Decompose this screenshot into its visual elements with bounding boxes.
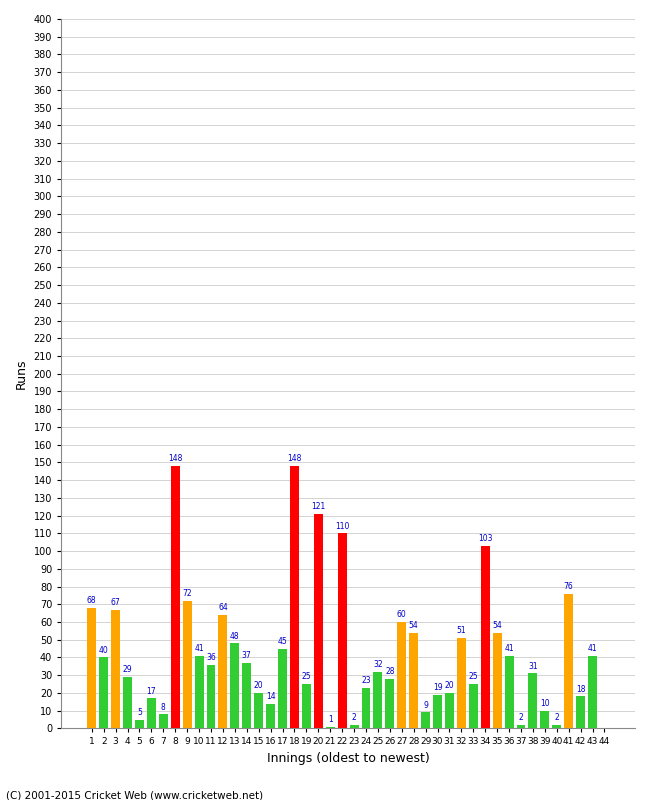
Text: 54: 54 <box>409 621 419 630</box>
Text: 41: 41 <box>504 644 514 653</box>
Text: 103: 103 <box>478 534 493 543</box>
Text: 60: 60 <box>397 610 407 619</box>
Bar <box>87 608 96 729</box>
Bar <box>528 674 538 729</box>
Text: 68: 68 <box>87 596 97 605</box>
Bar <box>576 697 585 729</box>
Text: 28: 28 <box>385 667 395 676</box>
Bar <box>99 658 108 729</box>
Text: 110: 110 <box>335 522 349 530</box>
Text: 10: 10 <box>540 699 550 708</box>
Bar <box>230 643 239 729</box>
Text: 2: 2 <box>352 714 356 722</box>
Bar <box>504 656 514 729</box>
Bar <box>290 466 299 729</box>
Bar <box>469 684 478 729</box>
Text: 41: 41 <box>194 644 204 653</box>
Text: 148: 148 <box>168 454 183 463</box>
Text: 20: 20 <box>445 682 454 690</box>
Text: 23: 23 <box>361 676 370 685</box>
Text: 48: 48 <box>230 632 240 641</box>
Text: 18: 18 <box>576 685 586 694</box>
Text: (C) 2001-2015 Cricket Web (www.cricketweb.net): (C) 2001-2015 Cricket Web (www.cricketwe… <box>6 790 264 800</box>
Text: 54: 54 <box>492 621 502 630</box>
Text: 67: 67 <box>111 598 120 607</box>
Text: 17: 17 <box>146 686 156 696</box>
Bar <box>314 514 323 729</box>
Text: 76: 76 <box>564 582 573 591</box>
Bar <box>266 703 275 729</box>
Text: 19: 19 <box>433 683 443 692</box>
Bar <box>540 710 549 729</box>
Text: 14: 14 <box>266 692 276 701</box>
Bar <box>218 615 227 729</box>
Bar <box>493 633 502 729</box>
Bar <box>517 725 525 729</box>
Bar <box>374 672 382 729</box>
Bar <box>433 694 442 729</box>
Bar <box>159 714 168 729</box>
Bar <box>564 594 573 729</box>
Text: 32: 32 <box>373 660 383 669</box>
Text: 20: 20 <box>254 682 263 690</box>
Text: 41: 41 <box>588 644 597 653</box>
Text: 37: 37 <box>242 651 252 660</box>
Text: 121: 121 <box>311 502 326 511</box>
Text: 31: 31 <box>528 662 538 670</box>
Text: 2: 2 <box>554 714 559 722</box>
Bar <box>254 693 263 729</box>
Bar <box>147 698 156 729</box>
Text: 25: 25 <box>469 673 478 682</box>
Bar <box>361 688 370 729</box>
Text: 45: 45 <box>278 637 287 646</box>
X-axis label: Innings (oldest to newest): Innings (oldest to newest) <box>266 752 430 765</box>
Bar <box>278 649 287 729</box>
Bar <box>397 622 406 729</box>
Text: 72: 72 <box>183 589 192 598</box>
Text: 25: 25 <box>302 673 311 682</box>
Bar <box>421 713 430 729</box>
Bar <box>337 534 346 729</box>
Text: 8: 8 <box>161 702 166 711</box>
Text: 64: 64 <box>218 603 227 612</box>
Bar <box>123 677 132 729</box>
Text: 40: 40 <box>99 646 109 655</box>
Bar <box>207 665 215 729</box>
Bar <box>445 693 454 729</box>
Bar <box>410 633 418 729</box>
Text: 51: 51 <box>456 626 466 635</box>
Bar <box>194 656 203 729</box>
Bar <box>302 684 311 729</box>
Bar <box>326 726 335 729</box>
Bar <box>242 662 252 729</box>
Text: 9: 9 <box>423 701 428 710</box>
Text: 2: 2 <box>519 714 523 722</box>
Bar <box>111 610 120 729</box>
Bar <box>481 546 489 729</box>
Bar <box>457 638 466 729</box>
Bar <box>135 719 144 729</box>
Text: 5: 5 <box>137 708 142 717</box>
Bar <box>350 725 359 729</box>
Y-axis label: Runs: Runs <box>15 358 28 389</box>
Bar <box>552 725 561 729</box>
Bar <box>183 601 192 729</box>
Text: 148: 148 <box>287 454 302 463</box>
Bar <box>385 678 395 729</box>
Text: 36: 36 <box>206 653 216 662</box>
Bar <box>588 656 597 729</box>
Text: 29: 29 <box>123 666 133 674</box>
Text: 1: 1 <box>328 715 333 724</box>
Bar <box>171 466 179 729</box>
